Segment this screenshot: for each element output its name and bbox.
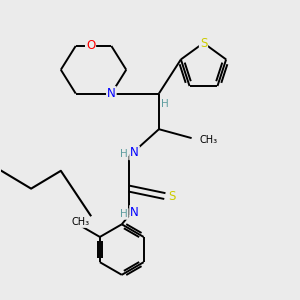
- Text: O: O: [86, 40, 95, 52]
- Text: H: H: [120, 209, 128, 219]
- Text: S: S: [200, 37, 207, 50]
- Text: S: S: [169, 190, 176, 202]
- Text: H: H: [161, 99, 169, 109]
- Text: N: N: [130, 146, 139, 160]
- Text: H: H: [120, 149, 128, 160]
- Text: N: N: [107, 87, 116, 100]
- Text: CH₃: CH₃: [199, 135, 217, 145]
- Text: CH₃: CH₃: [71, 217, 89, 227]
- Text: N: N: [130, 206, 139, 219]
